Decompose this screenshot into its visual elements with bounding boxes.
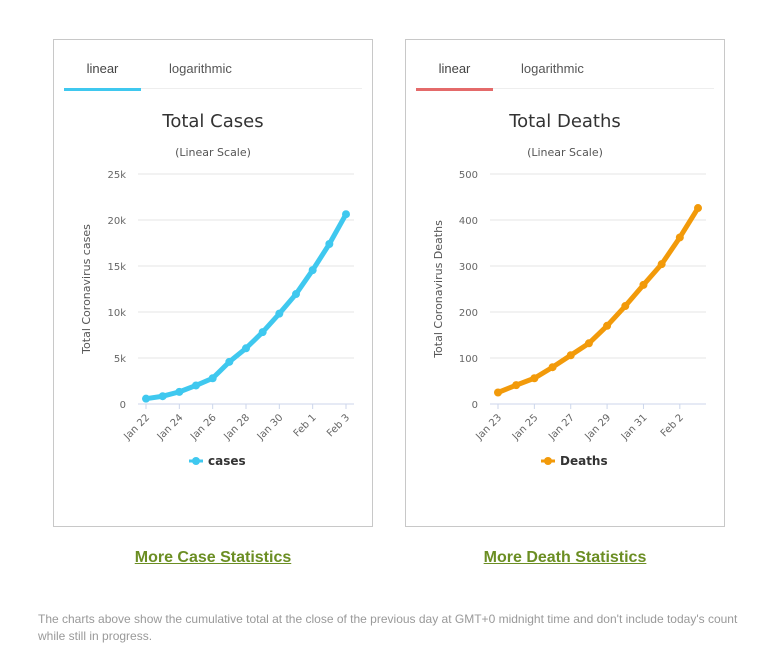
deaths-y-axis-label: Total Coronavirus Deaths: [432, 220, 445, 359]
cases-x-tick-label: Jan 24: [155, 412, 186, 443]
deaths-chart: Total Deaths (Linear Scale) 0 100 200 300 400 5…: [432, 111, 706, 468]
deaths-chart-subtitle: (Linear Scale): [527, 146, 603, 159]
cases-chart-panel: linear logarithmic Total Cases (Linear Sc…: [53, 39, 373, 527]
cases-data-point: [292, 290, 300, 299]
cases-tab-linear[interactable]: linear: [86, 61, 119, 76]
deaths-x-tick-label: Jan 31: [619, 412, 650, 443]
cases-data-point: [258, 328, 267, 337]
cases-series-line: [143, 211, 349, 402]
deaths-y-tick-label: 500: [459, 170, 478, 181]
cases-data-point: [325, 240, 334, 249]
deaths-x-tick-label: Jan 25: [510, 412, 541, 443]
deaths-data-point: [512, 381, 521, 390]
deaths-y-tick-label: 400: [459, 216, 478, 227]
deaths-tab-logarithmic[interactable]: logarithmic: [521, 61, 584, 76]
deaths-tab-linear[interactable]: linear: [438, 61, 471, 76]
cases-x-tick-label: Jan 22: [121, 412, 152, 443]
more-death-statistics-link[interactable]: More Death Statistics: [483, 549, 647, 566]
deaths-y-tick-label: 200: [459, 308, 478, 319]
deaths-data-point: [603, 321, 612, 330]
cases-tab-active-indicator: [64, 88, 141, 91]
cases-x-tick-label: Feb 1: [292, 412, 319, 439]
deaths-data-point: [566, 351, 575, 360]
deaths-chart-panel: linear logarithmic Total Deaths (Linear S…: [405, 39, 725, 527]
deaths-x-tick-label: Feb 2: [659, 412, 686, 439]
deaths-y-tick-label: 0: [472, 400, 478, 411]
cases-data-point: [242, 344, 250, 353]
cases-y-tick-label: 5k: [114, 354, 126, 365]
cases-chart-subtitle: (Linear Scale): [175, 146, 251, 159]
cases-x-tick-label: Jan 26: [188, 412, 219, 443]
deaths-x-tick-label: Jan 29: [583, 412, 614, 443]
deaths-x-tick-label: Jan 23: [473, 412, 504, 443]
deaths-scale-tabs: linear logarithmic: [416, 40, 714, 91]
deaths-legend-label: Deaths: [560, 454, 608, 468]
cases-x-tick-label: Jan 30: [255, 412, 286, 443]
cases-legend-label: cases: [208, 454, 246, 468]
deaths-data-point: [494, 388, 502, 397]
cases-legend-marker: [192, 457, 200, 465]
cases-data-point: [225, 357, 234, 366]
deaths-chart-title: Total Deaths: [508, 111, 621, 132]
deaths-y-tick-label: 100: [459, 354, 478, 365]
cases-y-axis-label: Total Coronavirus cases: [80, 224, 93, 355]
cases-data-point: [308, 266, 317, 275]
more-case-statistics-link[interactable]: More Case Statistics: [134, 549, 292, 566]
cases-x-tick-label: Feb 3: [325, 412, 352, 439]
deaths-legend-marker: [544, 457, 552, 465]
deaths-data-point: [639, 280, 648, 289]
cases-data-point: [142, 394, 150, 403]
cases-scale-tabs: linear logarithmic: [64, 40, 362, 91]
cases-data-point: [275, 309, 284, 318]
deaths-data-point: [621, 302, 630, 311]
cases-tab-logarithmic[interactable]: logarithmic: [169, 61, 232, 76]
cases-y-tick-label: 20k: [107, 216, 126, 227]
cases-y-tick-label: 25k: [107, 170, 126, 181]
deaths-data-point: [657, 260, 666, 269]
cases-data-point: [175, 387, 184, 396]
cases-data-point: [158, 392, 167, 401]
deaths-x-tick-label: Jan 27: [546, 412, 577, 443]
charts-footnote: The charts above show the cumulative tot…: [38, 612, 738, 643]
cases-data-point: [342, 210, 350, 219]
cases-data-point: [192, 381, 200, 390]
deaths-data-point: [584, 339, 593, 348]
deaths-y-tick-label: 300: [459, 262, 478, 273]
deaths-data-point: [675, 233, 684, 242]
cases-y-tick-label: 15k: [107, 262, 126, 273]
cases-data-point: [208, 374, 217, 383]
deaths-data-point: [548, 363, 557, 372]
deaths-series-line: [495, 205, 701, 395]
cases-chart: Total Cases (Linear Scale) 0 5k 10k 15k 20k 25k…: [80, 111, 354, 468]
cases-x-tick-label: Jan 28: [221, 412, 252, 443]
deaths-tab-active-indicator: [416, 88, 493, 91]
deaths-data-point: [530, 374, 539, 383]
cases-y-tick-label: 0: [120, 400, 126, 411]
cases-y-tick-label: 10k: [107, 308, 126, 319]
cases-chart-title: Total Cases: [161, 111, 263, 132]
deaths-data-point: [694, 204, 702, 213]
